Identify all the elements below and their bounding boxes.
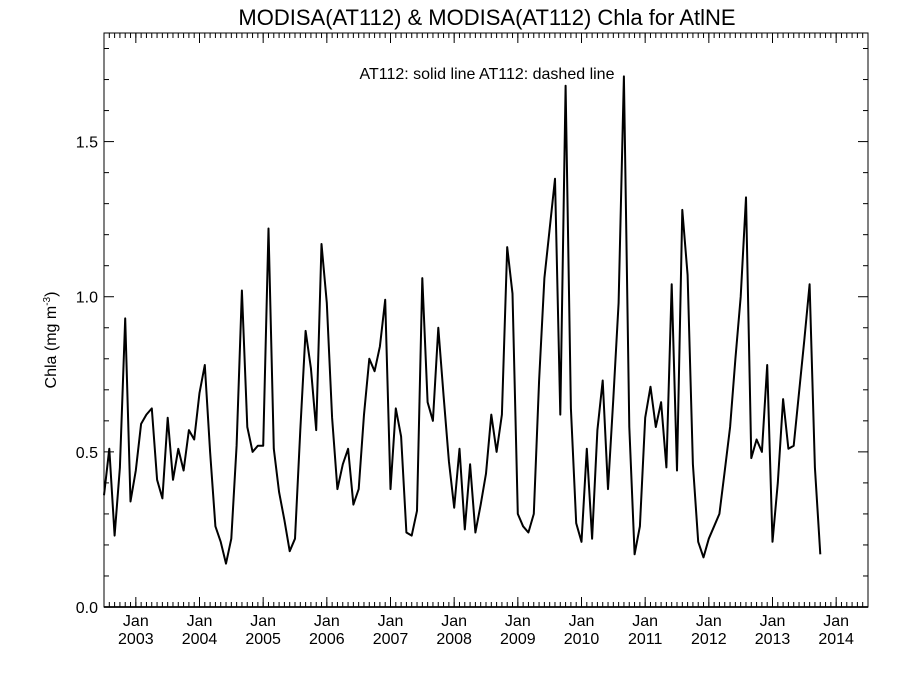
x-axis: Jan2003Jan2004Jan2005Jan2006Jan2007Jan20… [108, 33, 864, 648]
x-tick-month-label: Jan [314, 613, 340, 630]
x-tick-year-label: 2012 [691, 631, 727, 648]
x-tick-year-label: 2013 [755, 631, 791, 648]
x-tick-month-label: Jan [696, 613, 722, 630]
x-tick-month-label: Jan [378, 613, 404, 630]
y-axis-label-superscript: -3 [42, 296, 53, 305]
x-tick-month-label: Jan [505, 613, 531, 630]
x-tick-month-label: Jan [123, 613, 149, 630]
y-axis-label-main: Chla (mg m [43, 306, 60, 389]
chart-title: MODISA(AT112) & MODISA(AT112) Chla for A… [238, 5, 735, 30]
x-tick-month-label: Jan [187, 613, 213, 630]
x-tick-month-label: Jan [569, 613, 595, 630]
x-tick-year-label: 2008 [436, 631, 472, 648]
x-tick-month-label: Jan [632, 613, 658, 630]
y-tick-label: 1.0 [76, 290, 98, 307]
x-tick-year-label: 2007 [373, 631, 409, 648]
y-tick-label: 1.5 [76, 135, 98, 152]
legend-note: AT112: solid line AT112: dashed line [360, 66, 615, 83]
x-tick-year-label: 2005 [245, 631, 281, 648]
x-tick-month-label: Jan [760, 613, 786, 630]
x-tick-year-label: 2009 [500, 631, 536, 648]
x-tick-year-label: 2004 [182, 631, 218, 648]
x-tick-year-label: 2010 [564, 631, 600, 648]
x-tick-year-label: 2014 [818, 631, 854, 648]
y-axis-label-close: ) [43, 292, 60, 297]
y-axis: 0.0 0.5 1.0 1.5 [76, 48, 868, 617]
x-tick-year-label: 2011 [628, 631, 663, 648]
x-tick-year-label: 2003 [118, 631, 154, 648]
series-layer [103, 75, 822, 565]
x-tick-year-label: 2006 [309, 631, 345, 648]
y-axis-label: Chla (mg m-3) [42, 292, 60, 389]
x-tick-month-label: Jan [250, 613, 276, 630]
plot-frame [103, 32, 869, 608]
series-line-solid [103, 75, 822, 565]
y-tick-label: 0.0 [76, 600, 98, 617]
x-tick-month-label: Jan [441, 613, 467, 630]
y-tick-label: 0.5 [76, 445, 98, 462]
x-tick-month-label: Jan [823, 613, 849, 630]
